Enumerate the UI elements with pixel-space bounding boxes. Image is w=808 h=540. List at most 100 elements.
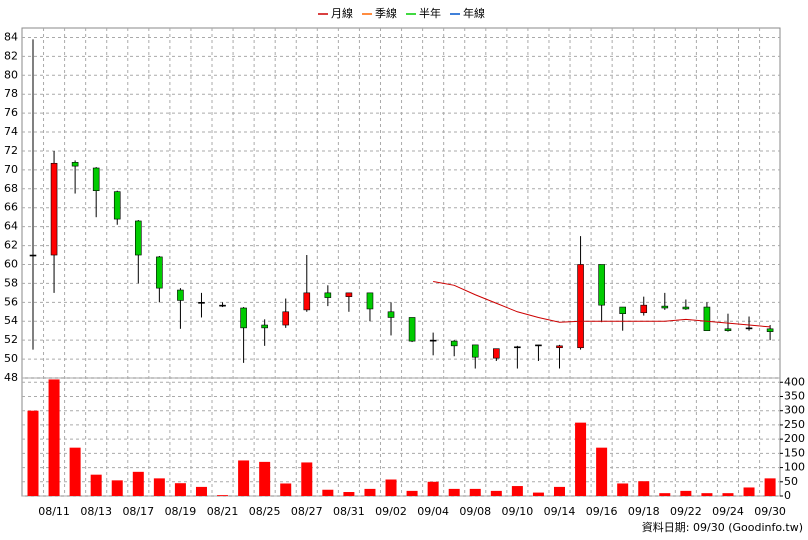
candle-body (661, 305, 669, 309)
candle-body (198, 302, 205, 304)
volume-bar (90, 474, 102, 496)
volume-bar (27, 410, 39, 496)
volume-bar (238, 460, 250, 496)
volume-bar (680, 490, 692, 496)
y-tick-label: 50 (4, 352, 18, 365)
y-tick-label: 84 (4, 30, 18, 43)
candle-body (577, 264, 584, 349)
candle-body (92, 167, 100, 192)
volume-bar (469, 488, 481, 496)
y-tick-label: 82 (4, 49, 18, 62)
y-tick-label: 64 (4, 220, 18, 233)
footer: 資料日期: 09/30 (Goodinfo.tw) (642, 520, 803, 534)
volume-bar (195, 486, 207, 496)
x-tick-label: 09/24 (712, 505, 744, 518)
volume-bar (575, 422, 587, 496)
y2-tick-label: 150 (784, 446, 805, 459)
candle-body (493, 348, 500, 359)
candle-body (71, 162, 79, 167)
volume-bar (406, 490, 418, 496)
candle-body (135, 220, 142, 256)
y-tick-label: 60 (4, 257, 18, 270)
x-tick-label: 09/22 (670, 505, 702, 518)
volume-bar (364, 488, 376, 496)
y2-tick-label: 350 (784, 389, 805, 402)
y2-tick-label: 100 (784, 461, 805, 474)
volume-bar (132, 471, 144, 496)
candle-body (29, 254, 37, 257)
volume-bar (701, 493, 713, 496)
x-tick-label: 08/21 (207, 505, 239, 518)
candle-body (766, 328, 774, 332)
y-tick-label: 80 (4, 68, 18, 81)
y2-tick-label: 400 (784, 375, 805, 388)
x-tick-label: 08/25 (249, 505, 281, 518)
x-tick-label: 08/27 (291, 505, 323, 518)
candle-body (177, 289, 184, 301)
volume-bar (174, 483, 186, 496)
candle-body (724, 328, 732, 332)
y-tick-label: 48 (4, 371, 18, 384)
volume-bar (111, 480, 123, 496)
y2-tick-label: 50 (784, 475, 798, 488)
y2-tick-label: 300 (784, 404, 805, 417)
candle-body (745, 327, 753, 330)
candle-body (408, 317, 416, 342)
volume-bar (448, 488, 460, 496)
legend-label: 月線 (331, 6, 353, 20)
legend-label: 季線 (375, 6, 397, 20)
y-tick-label: 56 (4, 295, 18, 308)
x-tick-label: 09/04 (417, 505, 449, 518)
volume-bar (153, 478, 165, 496)
candle-body (556, 345, 563, 349)
x-tick-label: 09/30 (754, 505, 786, 518)
volume-bar (217, 495, 229, 496)
y2-tick-label: 0 (784, 489, 791, 502)
y2-tick-label: 250 (784, 418, 805, 431)
candle-body (682, 306, 690, 310)
volume-bar (490, 490, 502, 496)
candle-body (50, 162, 58, 256)
y-tick-label: 66 (4, 201, 18, 214)
volume-bar (301, 462, 313, 496)
x-tick-label: 09/14 (544, 505, 576, 518)
y-tick-label: 58 (4, 276, 18, 289)
volume-bar (617, 483, 629, 496)
volume-bar (343, 492, 355, 496)
candle-body (450, 340, 458, 347)
candle-body (345, 292, 353, 297)
candle-body (640, 304, 648, 314)
volume-bar (659, 493, 671, 496)
y-tick-label: 62 (4, 239, 18, 252)
x-tick-label: 09/02 (375, 505, 407, 518)
x-tick-label: 08/17 (122, 505, 154, 518)
volume-bar (48, 379, 60, 496)
candle-body (113, 191, 121, 220)
volume-bar (554, 486, 565, 496)
volume-bar (638, 481, 650, 496)
legend-label: 半年 (419, 6, 441, 20)
candle-body (261, 324, 268, 329)
y-tick-label: 54 (4, 314, 18, 327)
x-tick-label: 08/19 (165, 505, 197, 518)
candle-body (429, 339, 437, 342)
legend-label: 年線 (463, 6, 485, 20)
candle-body (471, 344, 479, 358)
y2-tick-label: 200 (784, 432, 805, 445)
volume-bar (69, 447, 81, 496)
y-tick-label: 72 (4, 144, 18, 157)
x-tick-label: 08/11 (38, 505, 70, 518)
y-tick-label: 68 (4, 182, 18, 195)
volume-bar (322, 489, 334, 496)
candle-body (303, 292, 311, 311)
volume-bar (259, 461, 271, 496)
x-tick-label: 09/10 (502, 505, 534, 518)
candle-body (514, 346, 521, 349)
volume-bar (511, 486, 523, 496)
candle-body (703, 306, 711, 332)
volume-bar (722, 493, 734, 496)
x-tick-label: 09/16 (586, 505, 618, 518)
volume-bar (280, 483, 292, 496)
candle-body (156, 256, 163, 289)
